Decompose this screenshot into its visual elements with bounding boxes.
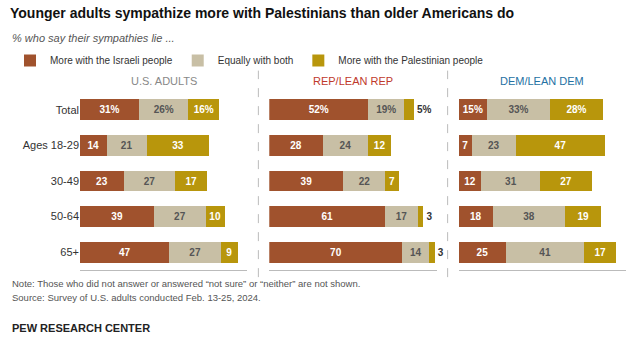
svg-text:23: 23 — [96, 176, 108, 187]
svg-text:10: 10 — [209, 211, 221, 222]
svg-text:Source: Survey of U.S. adults: Source: Survey of U.S. adults conducted … — [12, 292, 261, 303]
svg-text:12: 12 — [464, 176, 476, 187]
svg-text:19%: 19% — [376, 104, 396, 115]
svg-text:More with the Israeli people: More with the Israeli people — [50, 55, 173, 66]
svg-text:17: 17 — [186, 176, 198, 187]
svg-text:38: 38 — [523, 211, 535, 222]
svg-text:Total: Total — [56, 104, 79, 116]
svg-text:16%: 16% — [194, 104, 214, 115]
svg-text:17: 17 — [595, 247, 607, 258]
svg-text:19: 19 — [577, 211, 589, 222]
svg-text:47: 47 — [119, 247, 131, 258]
svg-text:5%: 5% — [417, 104, 432, 115]
svg-text:24: 24 — [340, 140, 352, 151]
svg-text:30-49: 30-49 — [51, 175, 79, 187]
svg-text:65+: 65+ — [60, 246, 79, 258]
svg-text:17: 17 — [396, 211, 408, 222]
svg-text:12: 12 — [374, 140, 386, 151]
svg-text:Ages 18-29: Ages 18-29 — [23, 139, 79, 151]
svg-text:41: 41 — [539, 247, 551, 258]
svg-text:Younger adults sympathize more: Younger adults sympathize more with Pale… — [10, 5, 514, 21]
svg-text:14: 14 — [410, 247, 422, 258]
svg-text:9: 9 — [226, 247, 232, 258]
svg-text:33%: 33% — [508, 104, 528, 115]
svg-text:7: 7 — [389, 176, 395, 187]
svg-text:REP/LEAN REP: REP/LEAN REP — [313, 75, 393, 87]
svg-text:47: 47 — [555, 140, 567, 151]
svg-text:39: 39 — [301, 176, 313, 187]
svg-text:61: 61 — [322, 211, 334, 222]
svg-text:DEM/LEAN DEM: DEM/LEAN DEM — [500, 75, 584, 87]
svg-text:27: 27 — [189, 247, 201, 258]
svg-text:28%: 28% — [566, 104, 586, 115]
svg-text:31: 31 — [505, 176, 517, 187]
svg-text:70: 70 — [330, 247, 342, 258]
svg-text:3: 3 — [438, 247, 444, 258]
svg-text:Note: Those who did not answer: Note: Those who did not answer or answer… — [12, 278, 360, 289]
svg-text:33: 33 — [172, 140, 184, 151]
svg-text:21: 21 — [121, 140, 133, 151]
svg-text:52%: 52% — [309, 104, 329, 115]
svg-text:22: 22 — [359, 176, 371, 187]
svg-text:18: 18 — [470, 211, 482, 222]
svg-text:PEW RESEARCH CENTER: PEW RESEARCH CENTER — [12, 322, 150, 334]
svg-text:27: 27 — [560, 176, 572, 187]
svg-text:27: 27 — [174, 211, 186, 222]
svg-text:% who say their sympathies lie: % who say their sympathies lie ... — [12, 32, 175, 44]
svg-text:25: 25 — [477, 247, 489, 258]
svg-text:26%: 26% — [154, 104, 174, 115]
svg-text:39: 39 — [111, 211, 123, 222]
svg-text:28: 28 — [290, 140, 302, 151]
svg-text:50-64: 50-64 — [51, 210, 79, 222]
svg-text:15%: 15% — [463, 104, 483, 115]
svg-text:More with the Palestinian peop: More with the Palestinian people — [338, 55, 483, 66]
svg-text:14: 14 — [88, 140, 100, 151]
svg-text:27: 27 — [144, 176, 156, 187]
svg-text:23: 23 — [488, 140, 500, 151]
svg-text:31%: 31% — [99, 104, 119, 115]
svg-text:Equally with both: Equally with both — [218, 55, 294, 66]
svg-text:3: 3 — [426, 211, 432, 222]
svg-text:7: 7 — [462, 140, 468, 151]
svg-text:U.S. ADULTS: U.S. ADULTS — [131, 75, 197, 87]
